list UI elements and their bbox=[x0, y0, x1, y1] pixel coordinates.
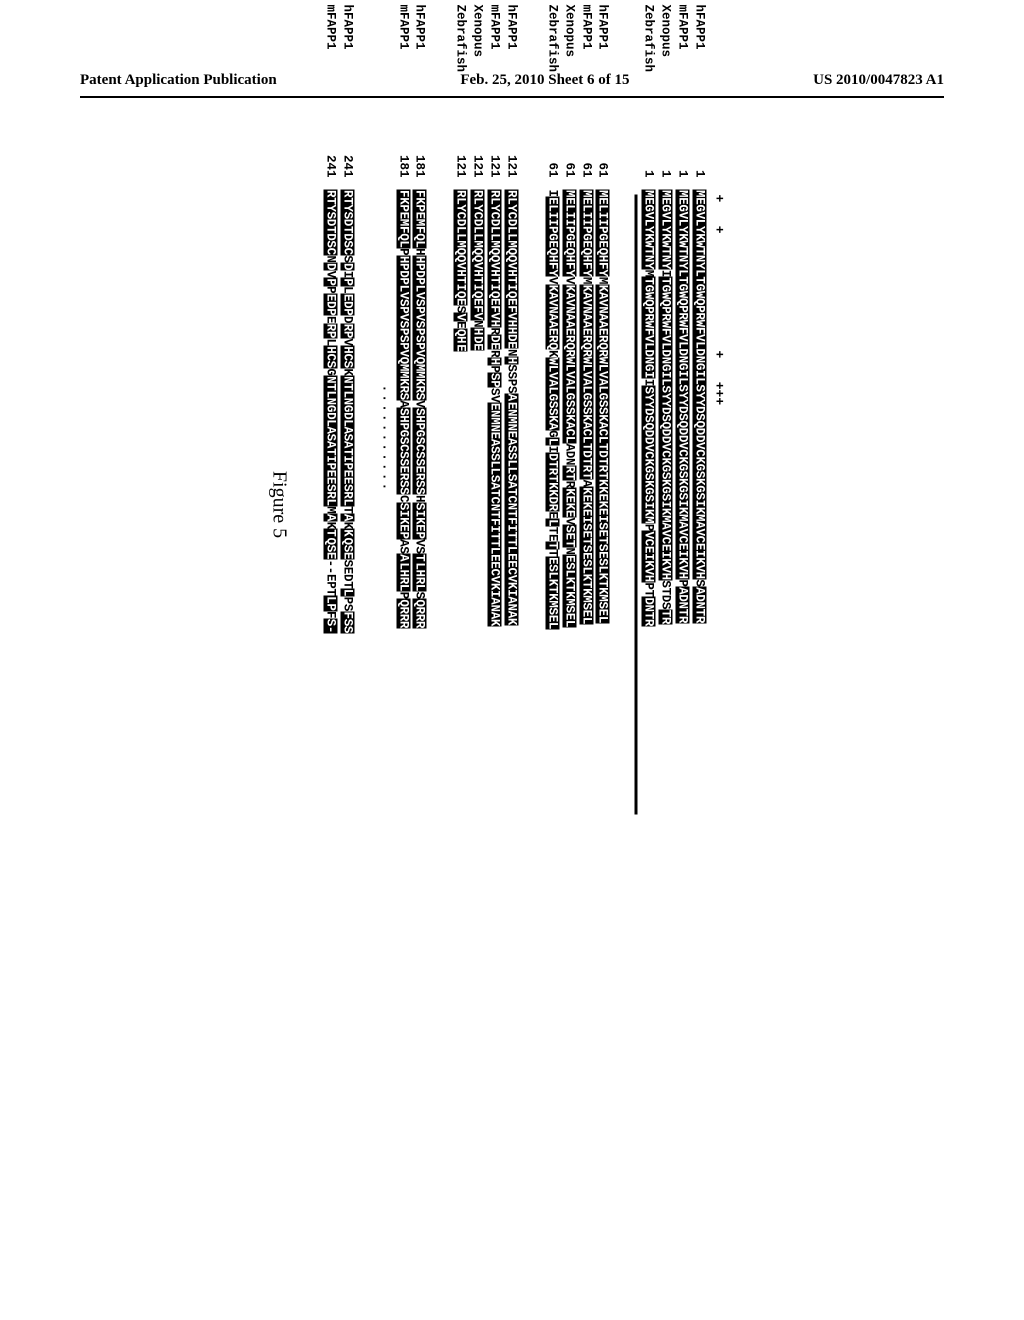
sequence-residues: RTYSDTDSCSDIPLEDPDRPVHCSKNTLNGDLASATIPEE… bbox=[338, 190, 355, 634]
sequence-position: 1 bbox=[691, 135, 708, 190]
alignment-row: hFAPP11MEGVLYKWTNYLTGWQPRWFVLDNGILSYYDSQ… bbox=[691, 5, 708, 1005]
sequence-label: mFAPP1 bbox=[577, 5, 594, 135]
sequence-residues: MEGVLYKWTNYLTGWQPRWFVLDNGILSYYDSQDDVCKGS… bbox=[674, 190, 691, 624]
alignment-block: hFAPP1241RTYSDTDSCSDIPLEDPDRPVHCSKNTLNGD… bbox=[322, 5, 356, 1005]
sequence-residues: RLYCDLLMQQVHTIQEFVHHDENHSSPSAENMNEASSLLS… bbox=[503, 190, 520, 626]
sequence-label: Xenopus bbox=[657, 5, 674, 135]
alignment-block: hFAPP11MEGVLYKWTNYLTGWQPRWFVLDNGILSYYDSQ… bbox=[635, 5, 708, 1005]
sequence-label: Zebrafish bbox=[640, 5, 657, 135]
figure-label: Figure 5 bbox=[268, 471, 291, 538]
sequence-label: Xenopus bbox=[469, 5, 486, 135]
ph-domain-underline bbox=[635, 195, 638, 815]
sequence-position: 1 bbox=[657, 135, 674, 190]
alignment-row: mFAPP1121RLYCDLLMQQVHTIQEFVHRDERHPSPSVEN… bbox=[486, 5, 503, 1005]
sequence-residues: MEGVLYKWTNYLTGWQPRWFVLDNGILSYYDSQDDVCKGS… bbox=[691, 190, 708, 624]
sequence-label: Zebrafish bbox=[544, 5, 561, 135]
sequence-residues: MELIIPGEQHFYVKAVNAAERQRWLVALGSSKACLADNRT… bbox=[560, 190, 577, 628]
alignment-row: hFAPP161MELIIPGEQHFYMKAVNAAERQRWLVALGSSK… bbox=[594, 5, 611, 1005]
sequence-label: Xenopus bbox=[560, 5, 577, 135]
sequence-position: 1 bbox=[640, 135, 657, 190]
alignment-block: hFAPP1181FKPEMFQLHHPDPLVSPVSPSPVQMMKRSVS… bbox=[379, 5, 428, 1005]
sequence-label: mFAPP1 bbox=[322, 5, 339, 135]
alignment-row: Zebrafish61IELIIPGEQHFYVKAVNAAERQKWLVALG… bbox=[544, 5, 561, 1005]
sequence-label: hFAPP1 bbox=[503, 5, 520, 135]
sequence-position: 61 bbox=[560, 135, 577, 190]
sequence-residues: RTYSDTDSCNDVPPEDPERPLHCSGNTLNGDLASATIPEE… bbox=[322, 190, 339, 634]
sequence-residues: MELIIPGEQHFYMKAVNAAERQRWLVALGSSKACLTDTRT… bbox=[594, 190, 611, 624]
sequence-label: mFAPP1 bbox=[486, 5, 503, 135]
sequence-label: hFAPP1 bbox=[691, 5, 708, 135]
alignment-row: Xenopus121RLYCDLLMQQVHTIQEFVNHDE bbox=[469, 5, 486, 1005]
sequence-position: 61 bbox=[594, 135, 611, 190]
sequence-label: hFAPP1 bbox=[594, 5, 611, 135]
alignment-row: hFAPP1121RLYCDLLMQQVHTIQEFVHHDENHSSPSAEN… bbox=[503, 5, 520, 1005]
sequence-residues: FKPEMFQLHHPDPLVSPVSPSPVQMMKRSVSHPGSCSSER… bbox=[411, 190, 428, 629]
alignment-row: Xenopus1MEGVLYKWTNYITGWQPRWFVLDNGILSYYDS… bbox=[657, 5, 674, 1005]
sequence-label: hFAPP1 bbox=[411, 5, 428, 135]
alignment-row: mFAPP11MEGVLYKWTNYLTGWQPRWFVLDNGILSYYDSQ… bbox=[674, 5, 691, 1005]
conservation-markers: + + + +++ bbox=[712, 195, 727, 1005]
sequence-residues: MELIIPGEQHFYMKAVNAAERQRWLVALGSSKACLTDTRT… bbox=[577, 190, 594, 625]
sequence-position: 181 bbox=[394, 135, 411, 190]
dots-marker: ........... bbox=[379, 385, 394, 1005]
sequence-position: 241 bbox=[338, 135, 355, 190]
sequence-residues: RLYCDLLMQQVHTIQESVEQHE bbox=[452, 190, 469, 352]
sequence-position: 61 bbox=[544, 135, 561, 190]
alignment-row: hFAPP1181FKPEMFQLHHPDPLVSPVSPSPVQMMKRSVS… bbox=[411, 5, 428, 1005]
sequence-position: 121 bbox=[486, 135, 503, 190]
sequence-alignment: + + + +++hFAPP11MEGVLYKWTNYLTGWQPRWFVLDN… bbox=[298, 5, 727, 1005]
alignment-row: Zebrafish121RLYCDLLMQQVHTIQESVEQHE bbox=[452, 5, 469, 1005]
sequence-label: mFAPP1 bbox=[394, 5, 411, 135]
sequence-position: 181 bbox=[411, 135, 428, 190]
sequence-position: 1 bbox=[674, 135, 691, 190]
alignment-row: mFAPP161MELIIPGEQHFYMKAVNAAERQRWLVALGSSK… bbox=[577, 5, 594, 1005]
sequence-residues: MEGVLYKWTNYMTGWQPRWFVLDNGIISYYDSQDDVCKGS… bbox=[640, 190, 657, 627]
sequence-label: mFAPP1 bbox=[674, 5, 691, 135]
alignment-row: hFAPP1241RTYSDTDSCSDIPLEDPDRPVHCSKNTLNGD… bbox=[338, 5, 355, 1005]
sequence-residues: RLYCDLLMQQVHTIQEFVNHDE bbox=[469, 190, 486, 351]
sequence-position: 121 bbox=[452, 135, 469, 190]
sequence-label: Zebrafish bbox=[452, 5, 469, 135]
sequence-residues: RLYCDLLMQQVHTIQEFVHRDERHPSPSVENMNEASSLLS… bbox=[486, 190, 503, 627]
sequence-residues: IELIIPGEQHFYVKAVNAAERQKWLVALGSSKAGLIDTRT… bbox=[544, 190, 561, 630]
sequence-position: 121 bbox=[503, 135, 520, 190]
sequence-residues: MEGVLYKWTNYITGWQPRWFVLDNGILSYYDSQDDVCKGS… bbox=[657, 190, 674, 625]
alignment-block: hFAPP1121RLYCDLLMQQVHTIQEFVHHDENHSSPSAEN… bbox=[452, 5, 520, 1005]
alignment-row: mFAPP1181FKPEMFQLPHPDPLVSPVSPSPVQMMKRSAS… bbox=[394, 5, 411, 1005]
sequence-position: 121 bbox=[469, 135, 486, 190]
alignment-row: Zebrafish1MEGVLYKWTNYMTGWQPRWFVLDNGIISYY… bbox=[640, 5, 657, 1005]
sequence-position: 61 bbox=[577, 135, 594, 190]
sequence-label: hFAPP1 bbox=[338, 5, 355, 135]
alignment-block: hFAPP161MELIIPGEQHFYMKAVNAAERQRWLVALGSSK… bbox=[544, 5, 612, 1005]
header-left: Patent Application Publication bbox=[80, 72, 277, 89]
alignment-row: Xenopus61MELIIPGEQHFYVKAVNAAERQRWLVALGSS… bbox=[560, 5, 577, 1005]
header-right: US 2010/0047823 A1 bbox=[813, 72, 944, 89]
alignment-row: mFAPP1241RTYSDTDSCNDVPPEDPERPLHCSGNTLNGD… bbox=[322, 5, 339, 1005]
sequence-residues: FKPEMFQLPHPDPLVSPVSPSPVQMMKRSASHPGSCSSER… bbox=[394, 190, 411, 629]
figure-content: + + + +++hFAPP11MEGVLYKWTNYLTGWQPRWFVLDN… bbox=[80, 200, 944, 1220]
sequence-position: 241 bbox=[322, 135, 339, 190]
